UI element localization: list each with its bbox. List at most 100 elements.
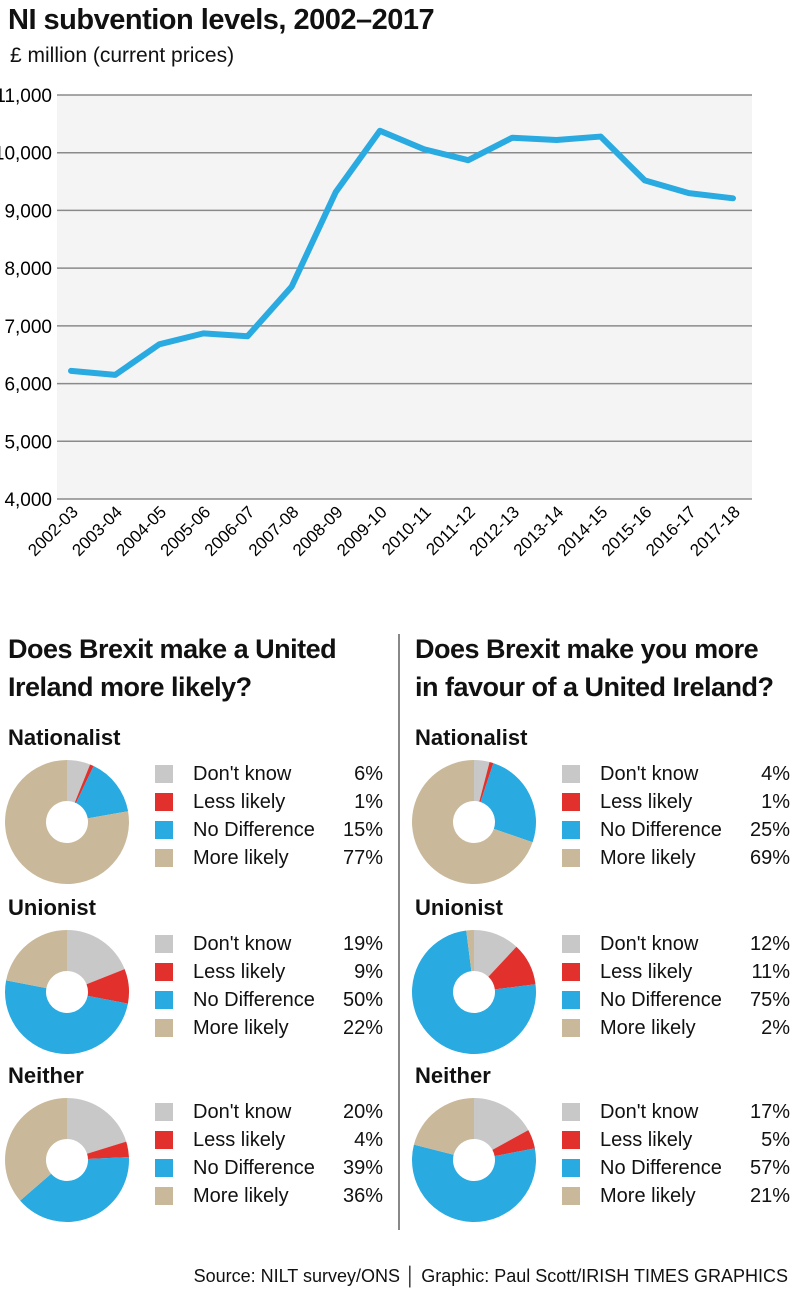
donut-slice [413,1098,474,1155]
donut-slice [87,1141,129,1160]
donut-slice [67,1098,127,1154]
data-label: 22% [342,1017,383,1039]
data-label: 6% [354,763,383,785]
donut-slice [480,763,536,843]
data-label: 19% [342,933,383,955]
legend-item: Less likely 1% [562,791,790,815]
legend-item: More likely 69% [562,847,790,871]
donut-slice [67,930,125,985]
group-heading: Neither [8,1063,84,1088]
legend: Don't know 12% Less likely 11% No Difference… [562,933,800,1045]
group-heading: Unionist [8,895,96,920]
legend-item: Less likely 9% [155,961,383,985]
legend-item: Less likely 5% [562,1129,790,1153]
y-tick-label: 7,000 [4,317,52,338]
data-label: 25% [749,819,790,841]
panel-title-line: in favour of a United Ireland? [415,672,774,702]
data-label: 77% [342,847,383,869]
donut-slice [488,946,536,990]
data-label: 9% [354,961,383,983]
y-tick-label: 11,000 [0,86,52,107]
donut-slice [474,760,490,802]
legend-label: Less likely [600,961,693,983]
legend-label: No Difference [193,1157,315,1179]
legend-swatch [155,849,173,867]
y-tick-label: 10,000 [0,144,52,165]
donut-slice [479,761,494,803]
legend-swatch [562,1187,580,1205]
legend-label: More likely [193,1185,289,1207]
legend-swatch [562,991,580,1009]
legend-item: More likely 21% [562,1185,790,1209]
legend-label: No Difference [193,989,315,1011]
y-tick-label: 6,000 [4,375,52,396]
panel-right-title: Does Brexit make you more in favour of a… [415,630,774,706]
donut-slice [412,1144,536,1222]
donut-chart [4,1098,130,1222]
divider [398,634,400,1230]
donut-slice [4,1098,67,1201]
chart-title: NI subvention levels, 2002–2017 [8,4,435,36]
legend-swatch [155,821,173,839]
legend-item: No Difference 39% [155,1157,383,1181]
legend-swatch [155,1187,173,1205]
data-label: 50% [342,989,383,1011]
panel-title-line: Does Brexit make you more [415,634,759,664]
legend-item: Less likely 4% [155,1129,383,1153]
data-line [68,127,736,378]
line-chart: 4,000 5,000 6,000 7,000 8,000 9,000 10,000 11,0… [0,86,752,560]
legend-item: Less likely 1% [155,791,383,815]
legend-label: More likely [600,847,696,869]
legend-swatch [155,1159,173,1177]
data-label: 39% [342,1157,383,1179]
legend-label: Don't know [193,763,292,785]
data-label: 17% [749,1101,790,1123]
donut-slice [6,930,67,989]
data-label: 36% [342,1185,383,1207]
donut-chart [4,760,130,884]
legend-swatch [562,849,580,867]
legend-item: Don't know 4% [562,763,790,787]
legend-swatch [155,991,173,1009]
y-tick-label: 8,000 [4,259,52,280]
donut-chart [412,760,536,884]
y-tick-label: 4,000 [4,490,52,511]
data-label: 15% [342,819,383,841]
group-heading: Neither [415,1063,491,1088]
legend-item: More likely 36% [155,1185,383,1209]
legend-swatch [562,1131,580,1149]
legend-label: No Difference [193,819,315,841]
y-tick-label: 5,000 [4,432,52,453]
legend-item: No Difference 25% [562,819,790,843]
donut-slice [466,930,474,972]
donut-slice [412,760,533,884]
legend-swatch [562,935,580,953]
group-heading: Nationalist [8,725,121,750]
legend-item: No Difference 15% [155,819,383,843]
donut-slice [86,969,129,1004]
donut-slice [20,1157,130,1222]
donut-slice [74,764,94,804]
chart-subtitle: £ million (current prices) [10,44,235,67]
data-label: 57% [749,1157,790,1179]
data-label: 1% [354,791,383,813]
donut-slice [67,760,91,803]
data-label: 21% [749,1185,790,1207]
legend-swatch [155,1131,173,1149]
x-tick-label: 2017-18 [686,502,744,560]
group-heading: Unionist [415,895,503,920]
data-label: 75% [749,989,790,1011]
legend: Don't know 17% Less likely 5% No Difference 5… [562,1101,800,1213]
legend-item: No Difference 57% [562,1157,790,1181]
donut-slice [492,1130,535,1157]
legend-swatch [155,935,173,953]
data-label: 4% [354,1129,383,1151]
legend-item: No Difference 50% [155,989,383,1013]
legend-label: Less likely [193,961,286,983]
donut-slice [474,1098,529,1150]
panel-title-line: Does Brexit make a United [8,634,337,664]
legend-label: Less likely [193,791,286,813]
donut-slice [411,930,536,1054]
legend-item: More likely 22% [155,1017,383,1041]
donut-slice [5,980,128,1054]
